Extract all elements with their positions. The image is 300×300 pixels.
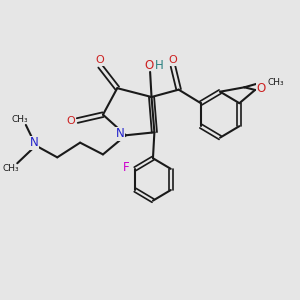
Text: O: O (169, 55, 177, 65)
Text: N: N (116, 127, 124, 140)
Text: O: O (256, 82, 266, 95)
Text: CH₃: CH₃ (267, 78, 284, 87)
Text: O: O (67, 116, 75, 126)
Text: O: O (96, 55, 104, 65)
Text: CH₃: CH₃ (11, 115, 28, 124)
Text: F: F (123, 161, 130, 174)
Text: O: O (144, 59, 153, 72)
Text: N: N (30, 136, 39, 149)
Text: CH₃: CH₃ (3, 164, 19, 173)
Text: H: H (155, 59, 164, 72)
